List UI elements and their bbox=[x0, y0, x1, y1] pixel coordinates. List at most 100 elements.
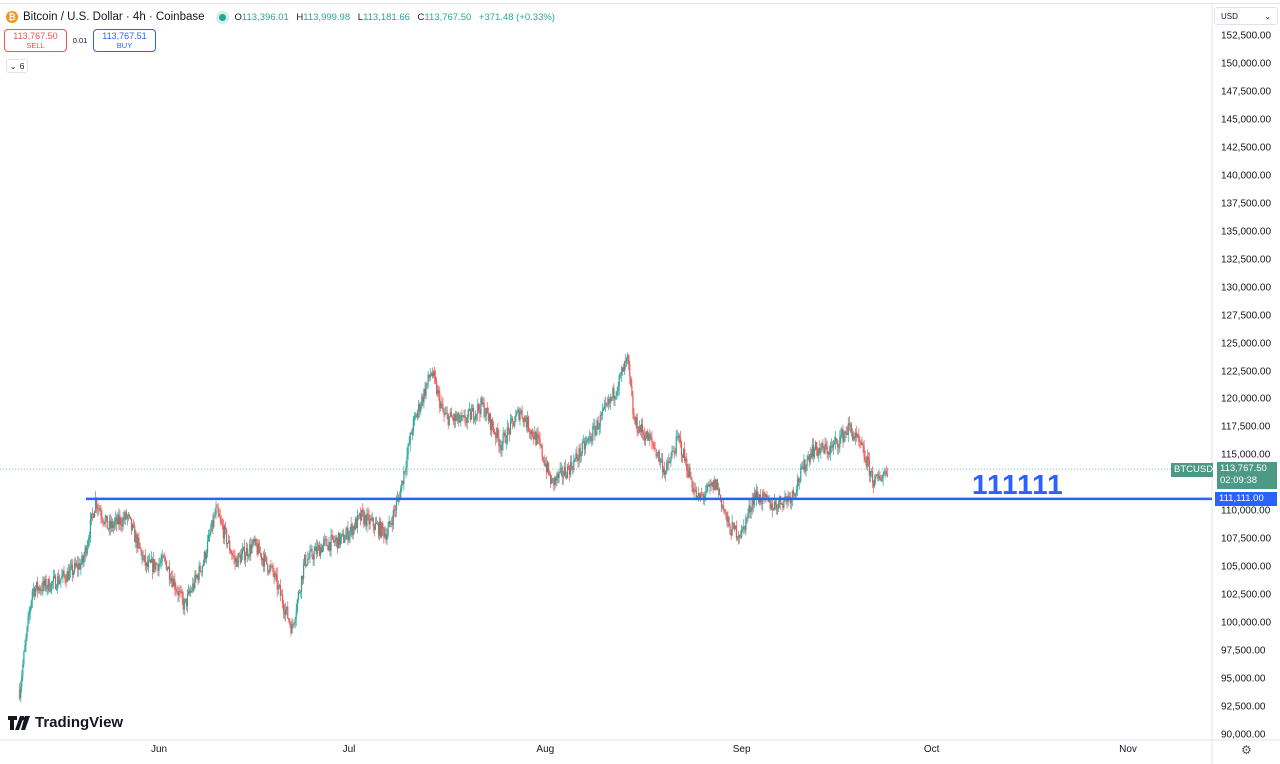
candle-body bbox=[350, 524, 352, 531]
horizontal-line-tag[interactable]: 111,111.00 bbox=[1215, 492, 1277, 506]
candle-body bbox=[880, 479, 882, 482]
sell-button[interactable]: 113,767.50 SELL bbox=[4, 29, 67, 52]
candle-body bbox=[105, 515, 107, 519]
candle-body bbox=[214, 514, 216, 517]
candle-body bbox=[584, 443, 587, 450]
candle-body bbox=[338, 532, 341, 545]
candle-body bbox=[510, 418, 513, 420]
candle-body bbox=[630, 376, 632, 387]
market-status-icon bbox=[218, 13, 226, 21]
buy-label: BUY bbox=[116, 40, 133, 50]
candle-body bbox=[314, 546, 316, 552]
candle-body bbox=[527, 417, 530, 431]
candle-body bbox=[609, 398, 611, 403]
candle-body bbox=[236, 558, 238, 567]
candle-body bbox=[464, 415, 466, 423]
candle-body bbox=[830, 445, 832, 448]
candle-body bbox=[140, 548, 142, 552]
change-value: +371.48 (+0.33%) bbox=[478, 11, 555, 23]
candle-body bbox=[597, 420, 599, 430]
candle-body bbox=[158, 564, 160, 571]
candle-body bbox=[624, 361, 627, 363]
candle-body bbox=[642, 432, 645, 435]
candle-body bbox=[645, 437, 647, 441]
candle-body bbox=[111, 521, 114, 528]
candle-body bbox=[578, 448, 580, 461]
candle-body bbox=[761, 502, 763, 504]
tradingview-logo[interactable]: TradingView bbox=[8, 714, 123, 731]
candle-body bbox=[182, 598, 184, 610]
candle-body bbox=[829, 447, 831, 455]
candle-body bbox=[165, 560, 167, 571]
candle-body bbox=[489, 413, 492, 431]
candle-body bbox=[648, 434, 650, 441]
candle-body bbox=[279, 585, 281, 596]
symbol-title[interactable]: Bitcoin / U.S. Dollar · 4h · Coinbase bbox=[23, 11, 205, 23]
candle-body bbox=[855, 432, 857, 439]
candle-body bbox=[822, 443, 824, 448]
candle-body bbox=[462, 415, 464, 417]
candle-body bbox=[790, 498, 792, 504]
candle-body bbox=[718, 489, 721, 495]
candle-body bbox=[717, 489, 720, 490]
candle-body bbox=[127, 514, 129, 516]
price-tick-label: 105,000.00 bbox=[1221, 561, 1272, 573]
candle-body bbox=[871, 470, 874, 484]
candle-body bbox=[687, 471, 689, 477]
candle-body bbox=[391, 522, 393, 525]
price-tick-label: 122,500.00 bbox=[1221, 366, 1272, 378]
candle-body bbox=[201, 566, 203, 573]
settings-gear-icon[interactable]: ⚙ bbox=[1241, 743, 1252, 757]
candle-body bbox=[744, 525, 746, 531]
candle-body bbox=[686, 458, 688, 472]
candle-body bbox=[868, 460, 870, 476]
candle-body bbox=[132, 524, 134, 530]
candle-body bbox=[561, 467, 563, 478]
candle-body bbox=[355, 519, 357, 529]
candle-body bbox=[251, 544, 253, 554]
candle-body bbox=[123, 517, 125, 520]
candle-body bbox=[129, 516, 132, 519]
candle-body bbox=[97, 508, 99, 510]
candle-body bbox=[675, 436, 677, 454]
candle-body bbox=[266, 556, 268, 565]
candle-body bbox=[222, 526, 224, 539]
candle-body bbox=[180, 591, 182, 593]
candle-body bbox=[341, 534, 343, 538]
candle-body bbox=[306, 564, 308, 566]
candle-body bbox=[704, 495, 706, 498]
candle-body bbox=[882, 474, 884, 479]
candle-body bbox=[162, 555, 164, 558]
buy-button[interactable]: 113,767.51 BUY bbox=[93, 29, 156, 52]
candle-body bbox=[35, 581, 38, 589]
candle-body bbox=[516, 411, 518, 415]
candle-body bbox=[280, 594, 283, 596]
currency-select[interactable]: USD ⌄ bbox=[1214, 7, 1278, 25]
candle-body bbox=[374, 522, 376, 530]
candle-body bbox=[867, 456, 869, 461]
candle-body bbox=[479, 409, 481, 415]
indicators-toggle-button[interactable]: ⌄ 6 bbox=[6, 59, 28, 73]
candle-body bbox=[563, 467, 565, 476]
candle-body bbox=[451, 416, 454, 418]
candle-body bbox=[326, 539, 328, 546]
candle-body bbox=[838, 447, 840, 448]
candle-body bbox=[469, 409, 471, 420]
candle-body bbox=[703, 494, 705, 498]
candle-body bbox=[69, 566, 71, 571]
candle-body bbox=[566, 465, 569, 479]
candle-body bbox=[308, 557, 310, 559]
candle-body bbox=[26, 626, 28, 638]
candle-body bbox=[256, 545, 258, 555]
ohlc-readout: O113,396.01 H113,999.98 L113,181.66 C113… bbox=[234, 11, 555, 23]
candle-body bbox=[591, 440, 593, 442]
candle-body bbox=[677, 435, 679, 437]
candle-body bbox=[56, 588, 58, 590]
candle-body bbox=[611, 397, 613, 398]
candle-body bbox=[612, 387, 614, 398]
candle-body bbox=[71, 564, 74, 575]
candle-body bbox=[205, 553, 208, 560]
candle-body bbox=[727, 517, 729, 522]
candle-body bbox=[209, 534, 211, 536]
